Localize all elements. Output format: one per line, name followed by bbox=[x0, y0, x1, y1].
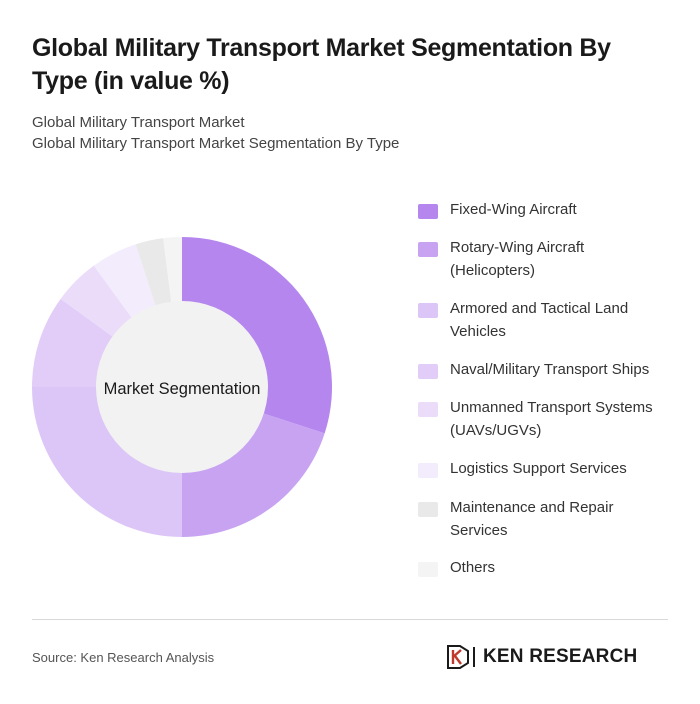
chart-title: Global Military Transport Market Segment… bbox=[32, 34, 611, 95]
legend-item: Others bbox=[418, 556, 678, 579]
legend-label: Maintenance and Repair Services bbox=[450, 499, 614, 539]
legend-item: Rotary-Wing Aircraft (Helicopters) bbox=[418, 236, 678, 282]
source-note: Source: Ken Research Analysis bbox=[32, 650, 215, 665]
legend-item: Unmanned Transport Systems (UAVs/UGVs) bbox=[418, 396, 678, 442]
legend-item: Maintenance and Repair Services bbox=[418, 496, 678, 542]
legend-swatch bbox=[418, 562, 438, 577]
legend-label: Fixed-Wing Aircraft bbox=[450, 201, 577, 218]
legend-label: Rotary-Wing Aircraft (Helicopters) bbox=[450, 239, 585, 279]
legend-label: Naval/Military Transport Ships bbox=[450, 361, 650, 378]
legend-swatch bbox=[418, 502, 438, 517]
legend-label: Unmanned Transport Systems (UAVs/UGVs) bbox=[450, 399, 653, 439]
legend-swatch bbox=[418, 204, 438, 219]
footer-divider bbox=[32, 619, 668, 620]
legend-swatch bbox=[418, 303, 438, 318]
legend-swatch bbox=[418, 463, 438, 478]
legend-item: Armored and Tactical Land Vehicles bbox=[418, 297, 678, 343]
legend-swatch bbox=[418, 364, 438, 379]
legend-item: Logistics Support Services bbox=[418, 457, 678, 480]
ken-research-logo-icon bbox=[447, 645, 469, 669]
brand-logo: KEN RESEARCH bbox=[447, 643, 637, 671]
brand-name: KEN RESEARCH bbox=[483, 646, 638, 667]
legend-label: Logistics Support Services bbox=[450, 460, 627, 477]
legend-swatch bbox=[418, 402, 438, 417]
brand-separator bbox=[473, 647, 475, 667]
legend-item: Fixed-Wing Aircraft bbox=[418, 198, 678, 221]
donut-hole bbox=[96, 301, 268, 473]
donut-center-label: Market Segmentation bbox=[104, 380, 261, 398]
donut-chart: Market Segmentation bbox=[32, 237, 332, 537]
legend-swatch bbox=[418, 242, 438, 257]
legend-label: Others bbox=[450, 559, 496, 576]
legend-item: Naval/Military Transport Ships bbox=[418, 358, 678, 381]
chart-subtitle-market: Global Military Transport Market bbox=[32, 114, 245, 131]
legend-label: Armored and Tactical Land Vehicles bbox=[450, 300, 629, 340]
chart-subtitle-segmentation: Global Military Transport Market Segment… bbox=[32, 135, 400, 152]
